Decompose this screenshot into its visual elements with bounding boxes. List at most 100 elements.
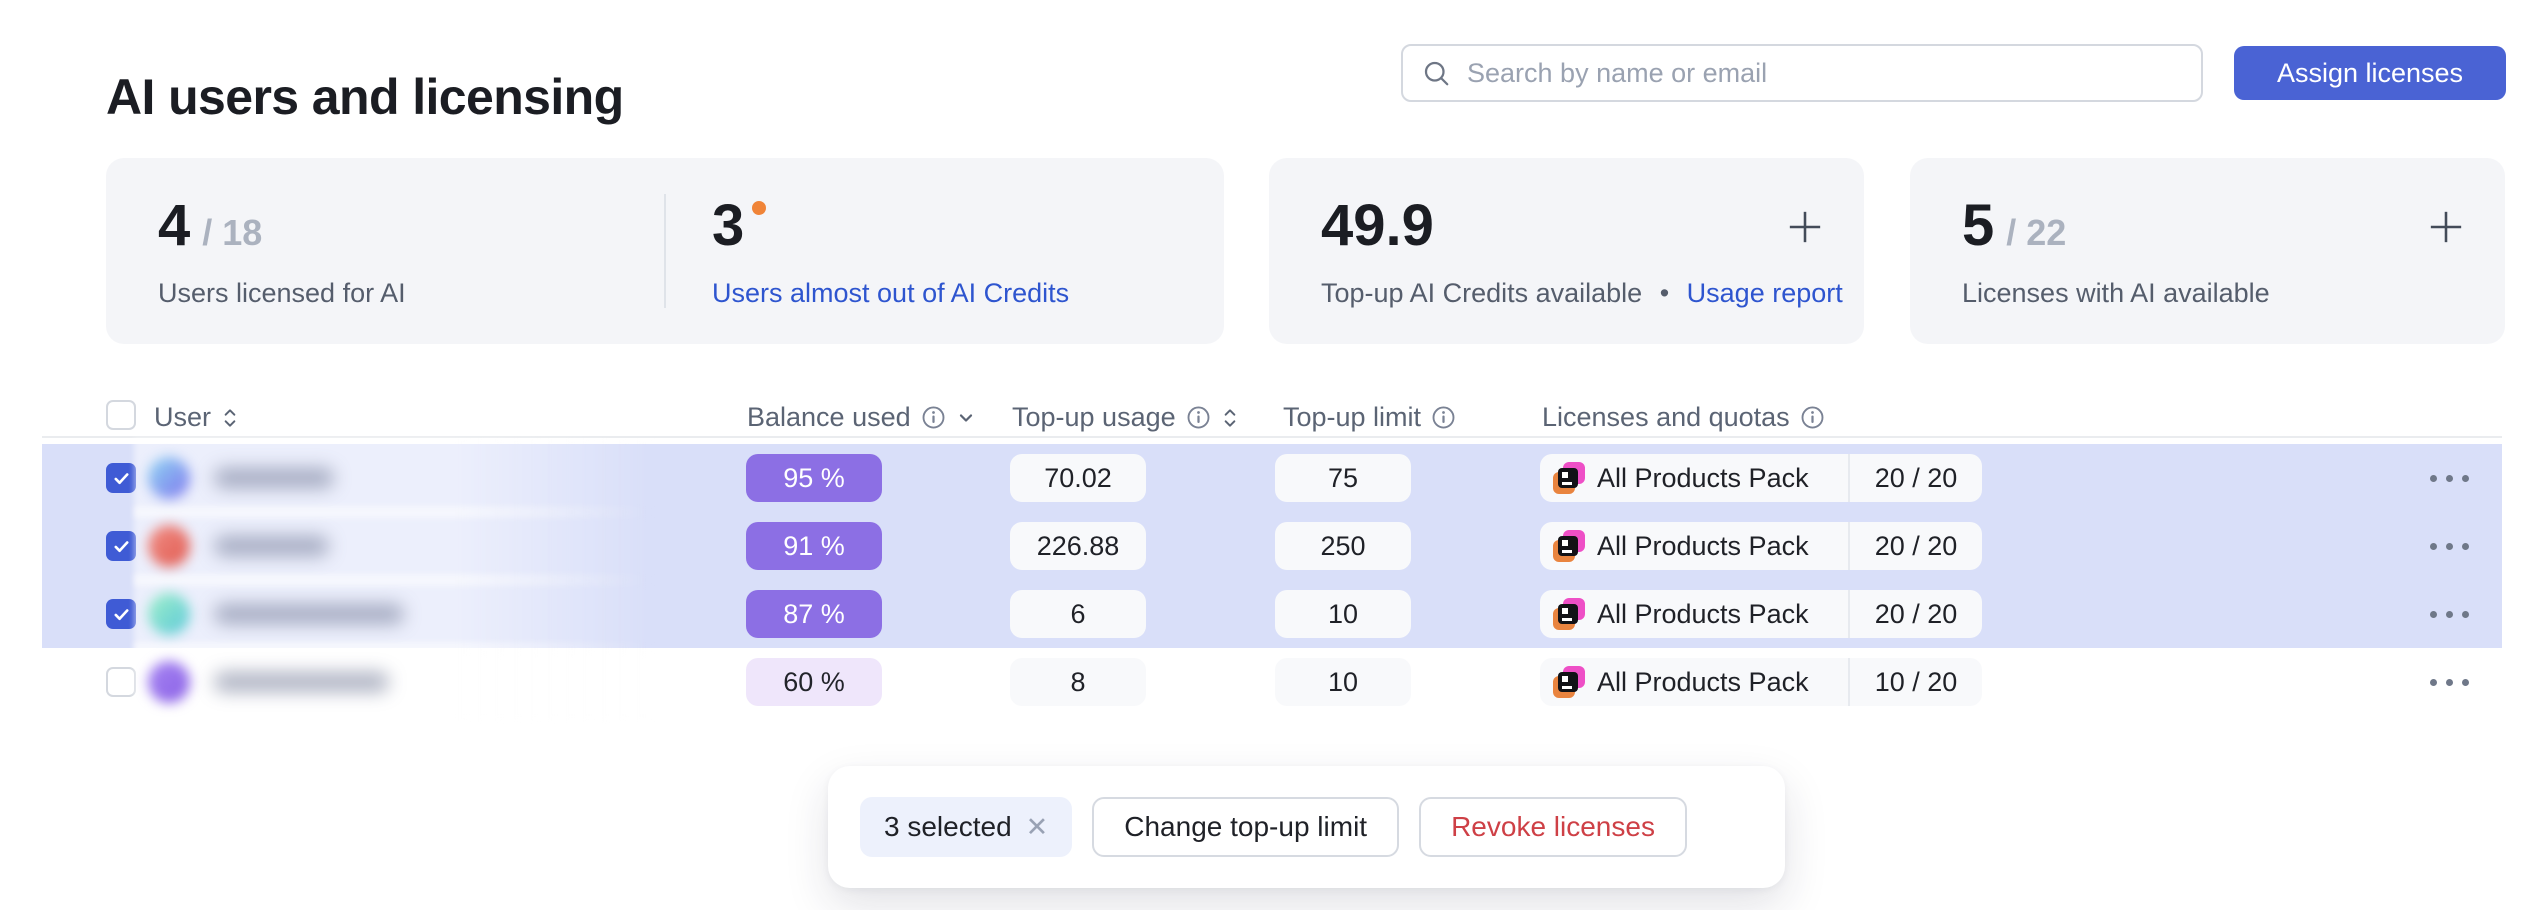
stat-card-ai-licenses: 5 / 22 Licenses with AI available: [1910, 158, 2505, 344]
search-icon: [1424, 61, 1449, 86]
topup-limit-value: 10: [1275, 658, 1411, 706]
stat-topup-value: 49.9: [1321, 193, 1434, 258]
topup-limit-value: 10: [1275, 590, 1411, 638]
stat-low-credits-value: 3: [712, 193, 745, 258]
column-header-balance-used[interactable]: Balance used: [747, 402, 976, 433]
stat-card-topup-credits: 49.9 Top-up AI Credits available • Usage…: [1269, 158, 1864, 344]
user-name-redacted: [214, 468, 334, 488]
license-chip: All Products Pack 10 / 20: [1540, 658, 1982, 706]
all-products-pack-icon: [1553, 530, 1585, 562]
row-checkbox[interactable]: [106, 463, 136, 493]
topup-limit-value: 250: [1275, 522, 1411, 570]
all-products-pack-icon: [1553, 666, 1585, 698]
row-more-actions-button[interactable]: [2430, 512, 2469, 580]
balance-used-badge: 91 %: [746, 522, 882, 570]
select-all-checkbox[interactable]: [106, 400, 136, 430]
table-row[interactable]: 91 % 226.88 250 All Products Pack 20 / 2…: [42, 506, 2502, 586]
row-more-actions-button[interactable]: [2430, 648, 2469, 716]
stat-licensed-value: 4: [158, 193, 191, 258]
balance-used-badge: 60 %: [746, 658, 882, 706]
revoke-licenses-button[interactable]: Revoke licenses: [1419, 797, 1687, 857]
search-input[interactable]: [1465, 56, 2183, 90]
warning-dot: [752, 201, 767, 215]
all-products-pack-icon: [1553, 598, 1585, 630]
stat-topup-label: Top-up AI Credits available: [1321, 278, 1643, 308]
privacy-blur: [134, 438, 654, 518]
info-icon[interactable]: [1431, 405, 1456, 430]
all-products-pack-icon: [1553, 462, 1585, 494]
sort-icon: [224, 408, 236, 427]
topup-usage-value: 8: [1010, 658, 1146, 706]
stat-licensed-total: / 18: [202, 212, 263, 253]
avatar: [148, 525, 190, 567]
check-icon: [113, 540, 129, 552]
topup-usage-value: 6: [1010, 590, 1146, 638]
license-quota: 20 / 20: [1848, 454, 1982, 502]
license-quota: 10 / 20: [1848, 658, 1982, 706]
add-licenses-button[interactable]: [2425, 206, 2467, 248]
license-product-name: All Products Pack: [1597, 666, 1809, 697]
privacy-blur: [134, 642, 654, 722]
add-credits-button[interactable]: [1784, 206, 1826, 248]
selected-count-chip: 3 selected ✕: [860, 797, 1073, 857]
privacy-blur: [134, 506, 654, 586]
close-icon[interactable]: ✕: [1025, 811, 1049, 842]
license-product-name: All Products Pack: [1597, 598, 1809, 629]
column-header-user[interactable]: User: [154, 402, 239, 433]
column-header-topup-usage[interactable]: Top-up usage: [1012, 402, 1239, 433]
page-title: AI users and licensing: [106, 68, 624, 125]
license-chip: All Products Pack 20 / 20: [1540, 590, 1982, 638]
check-icon: [113, 472, 129, 484]
table-header-divider: [42, 436, 2502, 438]
plus-icon: [2430, 211, 2462, 243]
balance-used-badge: 95 %: [746, 454, 882, 502]
low-credits-link[interactable]: Users almost out of AI Credits: [712, 278, 1070, 308]
selection-action-bar: 3 selected ✕ Change top-up limit Revoke …: [828, 766, 1785, 888]
avatar: [148, 661, 190, 703]
info-icon[interactable]: [1800, 405, 1825, 430]
row-checkbox[interactable]: [106, 667, 136, 697]
stat-ai-licenses-total: / 22: [2006, 212, 2067, 253]
selected-count-label: 3 selected: [884, 811, 1012, 842]
table-row[interactable]: 95 % 70.02 75 All Products Pack 20 / 20: [42, 438, 2502, 518]
license-chip: All Products Pack 20 / 20: [1540, 522, 1982, 570]
topup-limit-value: 75: [1275, 454, 1411, 502]
row-checkbox[interactable]: [106, 599, 136, 629]
usage-report-link[interactable]: Usage report: [1686, 278, 1843, 308]
license-product-name: All Products Pack: [1597, 530, 1809, 561]
avatar: [148, 457, 190, 499]
license-chip: All Products Pack 20 / 20: [1540, 454, 1982, 502]
card-divider: [664, 194, 666, 308]
stat-ai-licenses-value: 5: [1962, 193, 1995, 258]
license-quota: 20 / 20: [1848, 590, 1982, 638]
table-row[interactable]: 60 % 8 10 All Products Pack 10 / 20: [42, 642, 2502, 722]
row-more-actions-button[interactable]: [2430, 580, 2469, 648]
avatar: [148, 593, 190, 635]
info-icon[interactable]: [1186, 405, 1211, 430]
row-more-actions-button[interactable]: [2430, 444, 2469, 512]
change-topup-limit-button[interactable]: Change top-up limit: [1092, 797, 1400, 857]
column-header-licenses-quotas: Licenses and quotas: [1542, 402, 1825, 433]
table-header: User Balance used Top-up usage: [42, 400, 2502, 434]
topup-usage-value: 226.88: [1010, 522, 1146, 570]
bullet-separator: •: [1659, 278, 1670, 308]
user-name-redacted: [214, 536, 329, 556]
license-product-name: All Products Pack: [1597, 462, 1809, 493]
chevron-down-icon: [959, 413, 972, 422]
user-name-redacted: [214, 604, 404, 624]
assign-licenses-button[interactable]: Assign licenses: [2234, 46, 2506, 100]
row-checkbox[interactable]: [106, 531, 136, 561]
user-name-redacted: [214, 672, 389, 692]
info-icon[interactable]: [921, 405, 946, 430]
stat-ai-licenses-label: Licenses with AI available: [1962, 278, 2270, 308]
column-header-topup-limit: Top-up limit: [1283, 402, 1456, 433]
plus-icon: [1789, 211, 1821, 243]
topup-usage-value: 70.02: [1010, 454, 1146, 502]
balance-used-badge: 87 %: [746, 590, 882, 638]
license-quota: 20 / 20: [1848, 522, 1982, 570]
table-row[interactable]: 87 % 6 10 All Products Pack 20 / 20: [42, 574, 2502, 654]
check-icon: [113, 608, 129, 620]
search-box[interactable]: [1401, 44, 2203, 102]
sort-icon: [1224, 408, 1235, 427]
